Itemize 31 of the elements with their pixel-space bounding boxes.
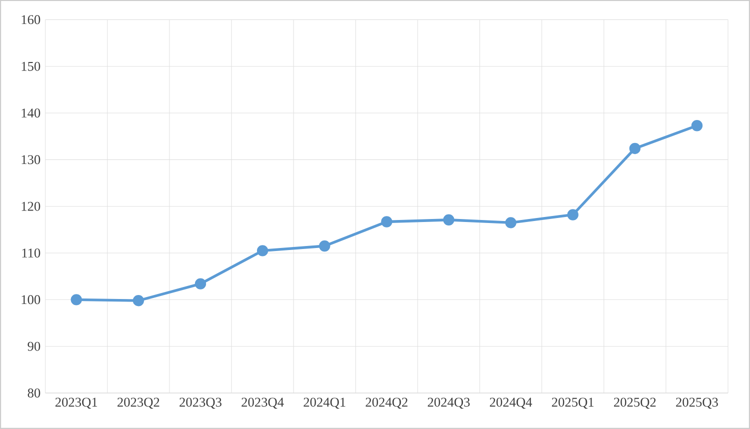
x-tick-label: 2025Q2: [614, 398, 656, 409]
x-tick-label: 2023Q2: [118, 398, 160, 409]
point: [194, 278, 206, 290]
y-tick-label: 100: [22, 295, 40, 304]
x-tick-label: 2024Q1: [304, 398, 346, 409]
x-tick-label: 2023Q3: [180, 398, 222, 409]
y-tick-label: 80: [28, 388, 40, 398]
y-tick-label: 140: [22, 108, 40, 118]
x-tick-label: 2024Q4: [490, 398, 532, 409]
x-tick-label: 2025Q1: [552, 398, 594, 409]
point: [567, 209, 578, 220]
point: [629, 142, 641, 154]
x-tick-label: 2023Q4: [242, 398, 284, 409]
x-tick-label: 2025Q3: [676, 398, 718, 409]
point: [70, 294, 82, 306]
y-tick-label: 160: [22, 15, 40, 24]
point: [691, 120, 703, 132]
point: [505, 217, 516, 228]
point: [443, 214, 454, 226]
y-tick-label: 110: [22, 248, 40, 258]
point: [381, 216, 392, 228]
point: [319, 240, 330, 252]
x-tick-label: 2023Q1: [55, 398, 98, 409]
y-tick-label: 90: [28, 342, 40, 351]
y-tick-label: 130: [22, 155, 40, 164]
y-tick-label: 120: [22, 202, 40, 211]
x-tick-label: 2024Q2: [366, 398, 408, 409]
point: [256, 245, 268, 256]
y-tick-label: 150: [22, 62, 40, 71]
point: [132, 295, 144, 306]
x-tick-label: 2024Q3: [428, 398, 470, 409]
